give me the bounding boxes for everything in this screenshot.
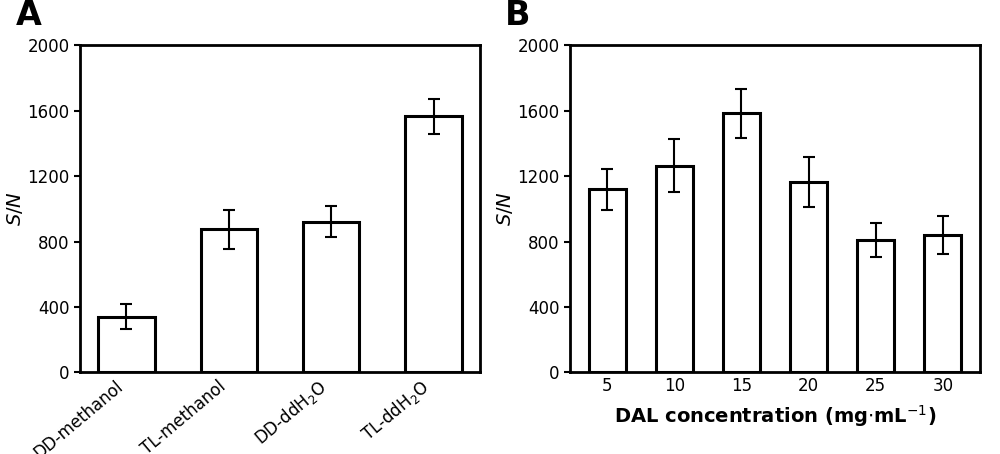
Text: A: A <box>16 0 42 32</box>
Bar <box>201 229 257 372</box>
Bar <box>303 222 359 372</box>
Text: B: B <box>504 0 530 32</box>
Bar <box>924 235 961 372</box>
Bar <box>405 117 462 372</box>
Bar <box>723 113 760 372</box>
Bar <box>857 240 894 372</box>
Bar <box>656 166 693 372</box>
Bar <box>589 189 626 372</box>
Y-axis label: $S/N$: $S/N$ <box>495 191 515 227</box>
Bar <box>98 317 155 372</box>
Y-axis label: $S/N$: $S/N$ <box>5 191 25 227</box>
X-axis label: DAL concentration (mg$\cdot$mL$^{-1}$): DAL concentration (mg$\cdot$mL$^{-1}$) <box>614 404 936 429</box>
Bar <box>790 182 827 372</box>
